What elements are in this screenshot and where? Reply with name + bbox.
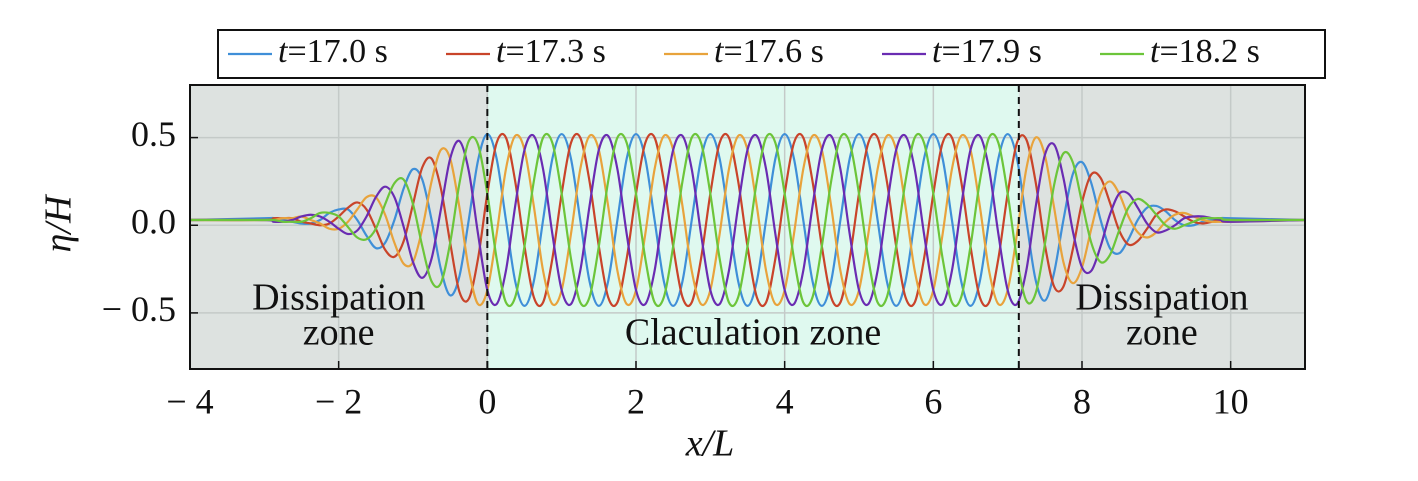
zone-label: Dissipation — [252, 277, 425, 319]
x-tick-label: 2 — [627, 381, 645, 421]
x-tick-label: − 2 — [315, 381, 362, 421]
x-tick-label: 8 — [1073, 381, 1091, 421]
zone-label: Dissipation — [1075, 277, 1248, 319]
zone-label: Claculation zone — [625, 312, 881, 354]
legend: t=17.0 s t=17.3 s t=17.6 s t=17.9 s t=18.2 s — [228, 33, 1260, 70]
zone-region — [487, 85, 1019, 369]
legend-label: t=17.6 s — [714, 33, 824, 70]
x-tick-label: − 4 — [166, 381, 213, 421]
x-axis-label: x/L — [685, 423, 735, 465]
legend-label: t=17.3 s — [496, 33, 606, 70]
plot-frame — [189, 84, 1306, 370]
legend-label: t=17.0 s — [278, 33, 388, 70]
legend-label: t=18.2 s — [1150, 33, 1260, 70]
series-line — [190, 132, 1305, 307]
y-tick-label: 0.0 — [131, 202, 176, 242]
zone-label: zone — [303, 312, 375, 354]
x-tick-label: 4 — [776, 381, 794, 421]
legend-label: t=17.9 s — [932, 33, 1042, 70]
lines — [190, 132, 1305, 308]
y-axis-label: η/H — [38, 193, 80, 252]
axes: − 0.5 0.0 0.5 − 4 − 2 0 2 4 6 8 10 — [102, 114, 1249, 421]
zone-label: zone — [1126, 312, 1198, 354]
x-tick-label: 6 — [924, 381, 942, 421]
series-line — [190, 133, 1305, 307]
series-line — [190, 132, 1305, 308]
y-tick-label: 0.5 — [131, 114, 176, 154]
x-tick-label: 10 — [1213, 381, 1249, 421]
y-tick-label: − 0.5 — [102, 289, 176, 329]
x-tick-label: 0 — [478, 381, 496, 421]
